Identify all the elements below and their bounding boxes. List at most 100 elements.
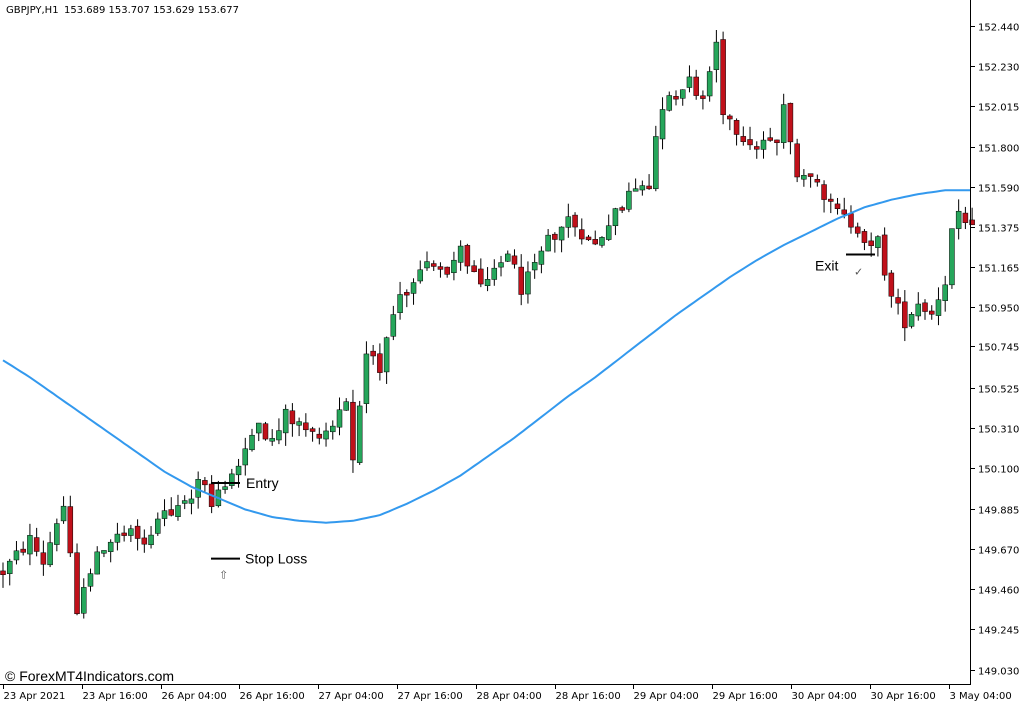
- candle: [430, 260, 437, 272]
- bear-candle-body: [478, 268, 484, 285]
- bear-candle-body: [700, 95, 706, 99]
- bull-candle-body: [484, 279, 491, 287]
- bull-candle-body: [505, 253, 511, 262]
- bear-candle-body: [168, 509, 174, 516]
- candle: [801, 169, 807, 187]
- x-tick-label: 29 Apr 04:00: [634, 691, 699, 702]
- candle: [363, 341, 370, 414]
- bull-candle-body: [760, 139, 767, 150]
- bear-candle-body: [20, 548, 26, 553]
- bear-candle-body: [834, 203, 841, 209]
- candle: [942, 275, 948, 312]
- candle: [525, 261, 531, 304]
- candle: [255, 422, 262, 442]
- bull-candle-body: [538, 250, 545, 265]
- candle: [81, 578, 87, 619]
- bull-candle-body: [296, 421, 302, 426]
- candle: [659, 97, 666, 150]
- candle: [155, 512, 161, 536]
- bear-candle-body: [350, 401, 356, 461]
- candle: [296, 417, 302, 437]
- bull-candle-body: [107, 541, 114, 552]
- candle: [760, 131, 767, 159]
- candle: [935, 287, 942, 326]
- bull-candle-body: [639, 185, 646, 191]
- candle: [713, 29, 720, 83]
- candle: [74, 543, 80, 616]
- bull-candle-body: [282, 408, 289, 434]
- bull-candle-body: [323, 430, 329, 440]
- candle: [915, 292, 922, 321]
- y-tick-label: 152.440: [978, 23, 1019, 34]
- bear-candle-body: [754, 146, 760, 150]
- candle: [733, 118, 740, 146]
- candle: [895, 288, 901, 315]
- bull-candle-body: [525, 271, 531, 295]
- bear-candle-body: [774, 139, 780, 144]
- y-tick-label: 149.885: [978, 506, 1019, 517]
- candle: [693, 69, 699, 100]
- candle: [700, 90, 706, 110]
- candle: [814, 174, 821, 187]
- bear-candle-body: [767, 137, 773, 141]
- bull-candle-body: [679, 89, 686, 99]
- bear-candle-body: [592, 239, 598, 245]
- entry-annotation: Entry: [211, 475, 279, 491]
- bull-candle-body: [686, 76, 693, 88]
- bull-candle-body: [128, 528, 134, 536]
- candle: [336, 397, 343, 436]
- bear-candle-body: [585, 236, 592, 241]
- candle: [383, 336, 390, 384]
- candle: [262, 421, 269, 441]
- candle: [397, 281, 403, 320]
- candle: [134, 519, 141, 551]
- bear-candle-body: [841, 209, 847, 215]
- candle: [13, 541, 20, 565]
- candle: [679, 89, 686, 106]
- bear-candle-body: [262, 423, 269, 440]
- candle: [60, 496, 67, 524]
- stop-loss-label: Stop Loss: [245, 551, 307, 567]
- bull-candle-body: [249, 434, 255, 451]
- candle: [330, 420, 336, 440]
- bear-candle-body: [807, 173, 814, 177]
- candle: [6, 558, 13, 586]
- bull-candle-body: [87, 573, 94, 587]
- bear-candle-body: [430, 263, 437, 267]
- bull-candle-body: [599, 237, 605, 246]
- bear-candle-body: [861, 231, 868, 243]
- bull-candle-body: [101, 550, 107, 554]
- bear-candle-body: [511, 255, 518, 265]
- candle: [282, 404, 289, 446]
- candle: [87, 568, 94, 592]
- bear-candle-body: [121, 532, 127, 536]
- bull-candle-body: [545, 234, 551, 252]
- candle: [780, 93, 787, 149]
- candle: [168, 497, 174, 517]
- candle: [727, 114, 733, 131]
- candle: [585, 234, 592, 241]
- candle: [471, 260, 477, 273]
- y-tick-label: 149.460: [978, 586, 1019, 597]
- bull-candle-body: [390, 314, 397, 337]
- candle: [54, 518, 60, 552]
- candle: [511, 249, 518, 269]
- bear-candle-body: [922, 302, 928, 312]
- bull-candle-body: [908, 314, 915, 327]
- candle: [922, 299, 928, 320]
- candle: [505, 250, 511, 262]
- candle: [444, 266, 450, 278]
- candle: [706, 66, 713, 102]
- bull-candle-body: [235, 465, 242, 476]
- bull-candle-body: [114, 533, 121, 543]
- candle: [323, 422, 329, 447]
- candle: [558, 226, 565, 253]
- bear-candle-body: [437, 266, 444, 270]
- candle: [464, 243, 471, 274]
- candle: [552, 232, 558, 253]
- bull-candle-body: [60, 505, 67, 522]
- moving-average-line: [2, 189, 970, 524]
- candle: [121, 525, 127, 542]
